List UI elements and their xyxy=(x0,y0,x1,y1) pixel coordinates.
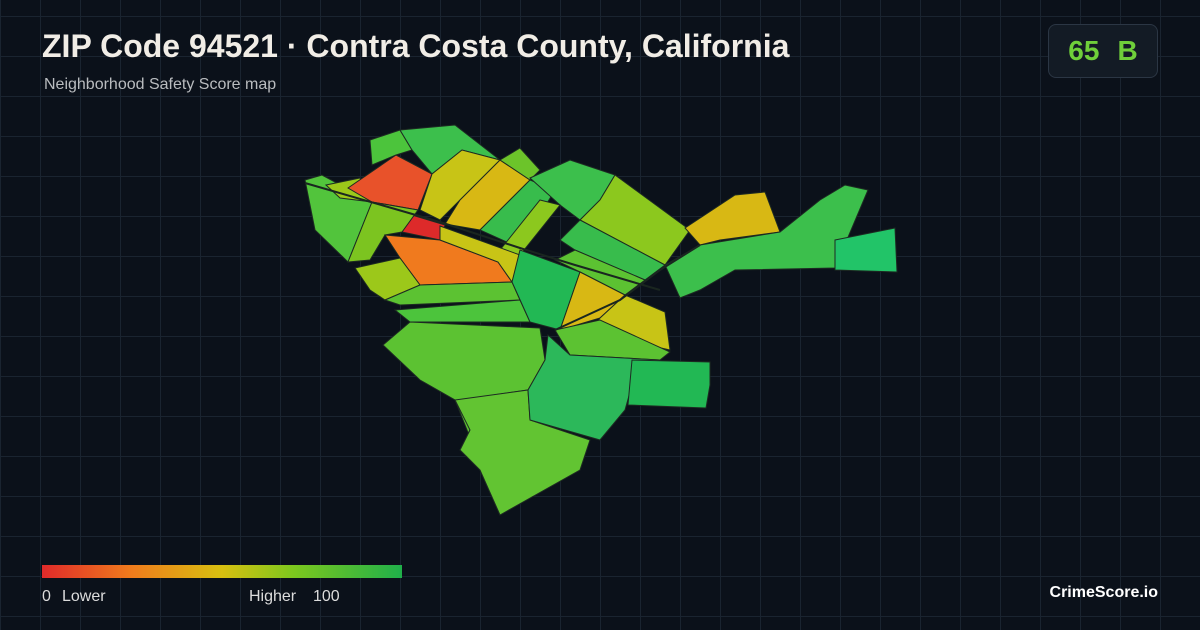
road xyxy=(304,182,661,291)
area xyxy=(664,184,869,299)
subtitle: Neighborhood Safety Score map xyxy=(44,76,277,93)
title: ZIP Code 94521 · Contra Costa County, Ca… xyxy=(42,28,790,64)
legend-gradient xyxy=(42,565,402,578)
score-value: 65 xyxy=(1068,35,1100,66)
area xyxy=(369,129,413,166)
score-badge: 65 B xyxy=(1048,24,1158,78)
area xyxy=(554,319,671,361)
score-grade: B xyxy=(1117,35,1138,66)
area xyxy=(347,154,433,211)
legend-max-label: Higher xyxy=(249,588,297,605)
road xyxy=(554,244,701,331)
brand: CrimeScore.io xyxy=(1049,584,1158,601)
area xyxy=(527,333,662,441)
neighborhoods xyxy=(304,124,898,516)
legend-min: 0 xyxy=(42,588,51,605)
legend-max: 100 xyxy=(313,588,340,605)
legend-min-label: Lower xyxy=(62,588,106,605)
area xyxy=(439,225,521,284)
area xyxy=(499,147,541,181)
area xyxy=(627,359,711,409)
roads xyxy=(304,182,701,331)
area xyxy=(834,227,898,273)
